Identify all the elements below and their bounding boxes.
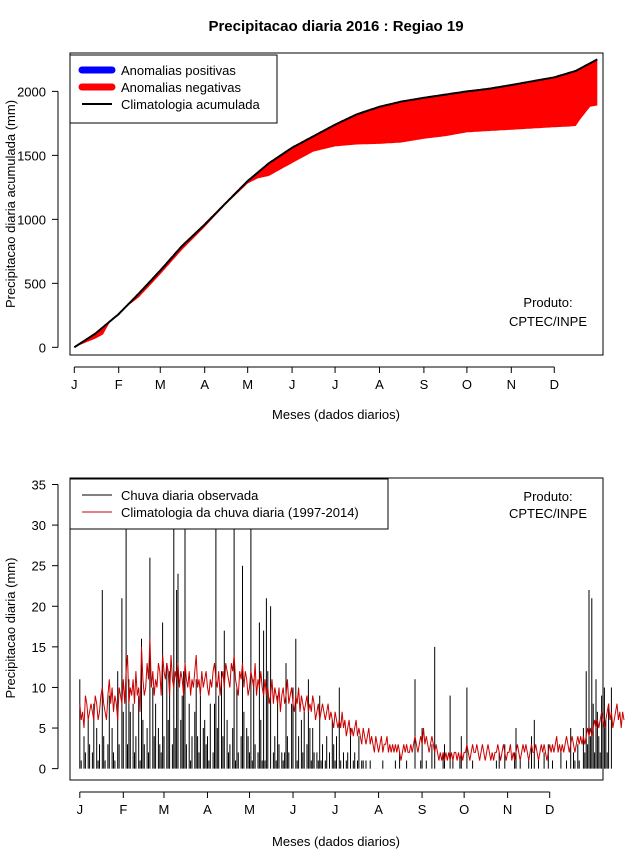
x-tick-label: D <box>550 377 559 392</box>
legend-label-observed: Chuva diaria observada <box>121 488 259 503</box>
x-tick-label: N <box>507 377 516 392</box>
x-tick-label: M <box>159 802 170 817</box>
cumulative-precipitation-chart: J F M A M J J A S O N D 0 500 1000 1500 2000 Meses (dado… <box>3 52 604 422</box>
y-tick-label: 10 <box>32 680 46 695</box>
x-tick-label: J <box>290 802 297 817</box>
climatology-daily-line <box>79 638 625 761</box>
y-tick-label: 0 <box>39 340 46 355</box>
legend: Anomalias positivas Anomalias negativas … <box>69 54 278 124</box>
y-tick-label: 30 <box>32 518 46 533</box>
x-tick-label: A <box>374 802 383 817</box>
product-label: Produto: <box>523 295 572 310</box>
x-tick-label: J <box>289 377 296 392</box>
y-tick-label: 2000 <box>17 84 46 99</box>
product-source: CPTEC/INPE <box>509 314 587 329</box>
legend-label-climatology: Climatologia da chuva diaria (1997-2014) <box>121 505 359 520</box>
x-tick-label: S <box>418 802 427 817</box>
x-tick-label: M <box>244 802 255 817</box>
legend-box <box>69 478 389 530</box>
x-tick-label: O <box>459 802 469 817</box>
x-tick-label: M <box>242 377 253 392</box>
x-tick-label: O <box>462 377 472 392</box>
plot-frame <box>69 477 604 781</box>
legend-label-negative: Anomalias negativas <box>121 80 241 95</box>
y-tick-label: 0 <box>39 762 46 777</box>
x-axis-label: Meses (dados diarios) <box>272 834 400 849</box>
axis-ticks: J F M A M J J A S O N D 0 5 10 15 20 25 30 35 <box>32 477 555 817</box>
y-tick-label: 5 <box>39 721 46 736</box>
x-tick-label: J <box>332 802 339 817</box>
axis-ticks: J F M A M J J A S O N D 0 500 1000 1500 2000 <box>17 84 559 392</box>
y-tick-label: 25 <box>32 559 46 574</box>
x-tick-label: A <box>200 377 209 392</box>
y-tick-label: 20 <box>32 599 46 614</box>
chart-title: Precipitacao diaria 2016 : Regiao 19 <box>208 18 463 35</box>
climatology-cumulative-line <box>73 58 598 349</box>
x-tick-label: M <box>155 377 166 392</box>
observed-daily-bars <box>79 492 612 769</box>
x-axis-label: Meses (dados diarios) <box>272 407 400 422</box>
plot-frame <box>69 52 604 356</box>
x-tick-label: A <box>375 377 384 392</box>
x-tick-label: N <box>503 802 512 817</box>
daily-precipitation-chart: J F M A M J J A S O N D 0 5 10 15 20 25 30 35 Meses (dados … <box>3 477 625 849</box>
y-axis-label: Precipitacao diaria acumulada (mm) <box>3 100 18 308</box>
y-axis-label: Precipitacao diaria (mm) <box>3 558 18 699</box>
x-tick-label: J <box>71 377 78 392</box>
x-tick-label: F <box>115 377 123 392</box>
x-tick-label: J <box>332 377 339 392</box>
negative-anomaly-area <box>74 59 598 348</box>
y-tick-label: 500 <box>24 276 46 291</box>
x-tick-label: D <box>545 802 554 817</box>
y-tick-label: 15 <box>32 640 46 655</box>
legend-label-climatology: Climatologia acumulada <box>121 97 261 112</box>
x-tick-label: F <box>119 802 127 817</box>
y-tick-label: 35 <box>32 477 46 492</box>
product-label: Produto: <box>523 489 572 504</box>
x-tick-label: J <box>77 802 84 817</box>
y-tick-label: 1000 <box>17 212 46 227</box>
x-tick-label: S <box>420 377 429 392</box>
y-tick-label: 1500 <box>17 148 46 163</box>
x-tick-label: A <box>203 802 212 817</box>
product-source: CPTEC/INPE <box>509 506 587 521</box>
legend-label-positive: Anomalias positivas <box>121 63 236 78</box>
legend: Chuva diaria observada Climatologia da c… <box>69 478 389 530</box>
